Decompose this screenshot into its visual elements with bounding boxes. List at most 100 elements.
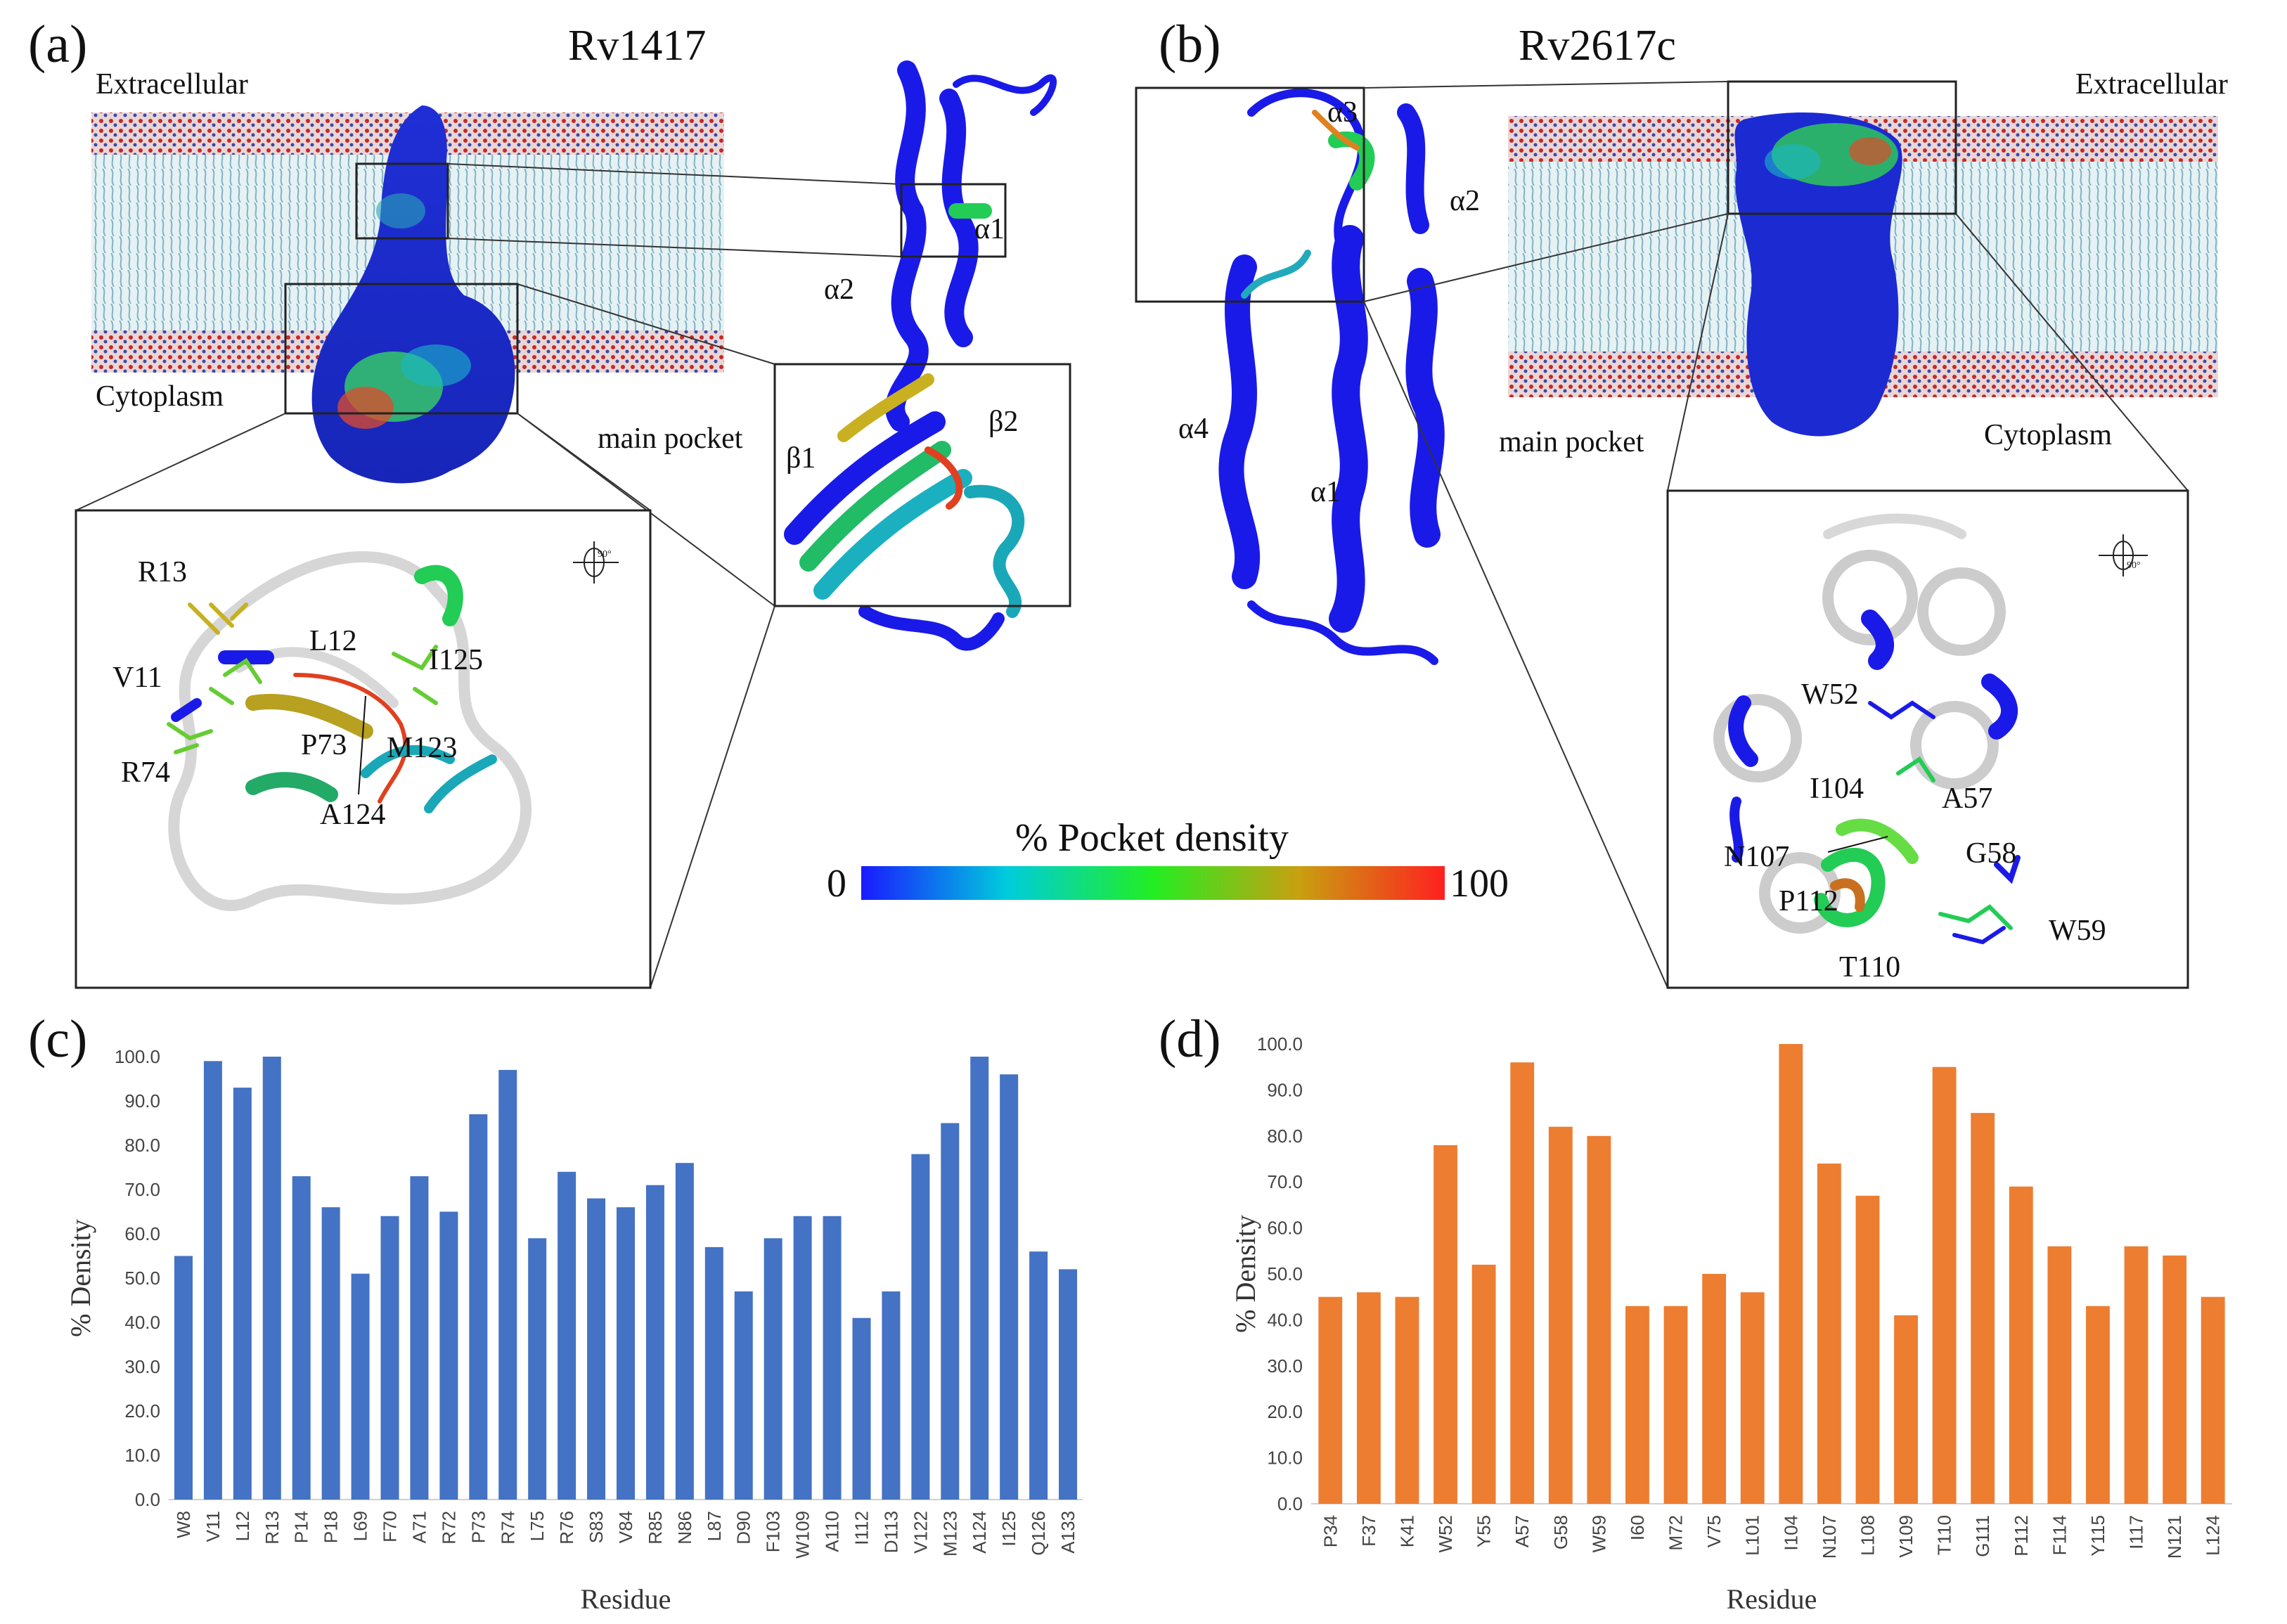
- x-tick-label: I60: [1627, 1515, 1648, 1540]
- bar-chart-c: 0.0 10.0 20.0 30.0 40.0 50.0 60.0 70.0 80.0 90.0 1…: [65, 1046, 1083, 1615]
- bar: [1029, 1251, 1048, 1500]
- bar: [1702, 1274, 1727, 1504]
- x-tick-label: L101: [1742, 1515, 1763, 1556]
- bar: [1548, 1126, 1573, 1504]
- bar: [704, 1246, 723, 1500]
- x-tick-label: S83: [586, 1511, 607, 1543]
- protein-surface-a: [311, 105, 515, 484]
- panel-b-ss-label: α1: [1310, 476, 1341, 508]
- bar: [380, 1216, 399, 1500]
- residue-label-a: V11: [112, 662, 162, 694]
- y-tick-label: 50.0: [124, 1268, 160, 1289]
- x-tick-label: I104: [1780, 1515, 1801, 1551]
- svg-text:90°: 90°: [598, 549, 612, 560]
- bar: [1318, 1296, 1343, 1504]
- bar: [2047, 1246, 2072, 1504]
- y-tick-label: 0.0: [1277, 1493, 1303, 1514]
- bar: [587, 1198, 606, 1500]
- x-tick-label: N121: [2164, 1515, 2185, 1559]
- y-tick-label: 40.0: [1267, 1309, 1303, 1330]
- x-tick-label: L75: [527, 1511, 548, 1541]
- x-tick-label: L108: [1857, 1515, 1878, 1556]
- panel-a-tag: (a): [28, 15, 88, 74]
- bar: [852, 1317, 871, 1500]
- panel-a-ss-label: α1: [974, 213, 1005, 245]
- residue-label-a: L12: [309, 625, 357, 657]
- x-tick-label: V75: [1703, 1515, 1725, 1547]
- panel-b-ss-label: α4: [1178, 413, 1209, 445]
- x-tick-label: D113: [880, 1511, 901, 1553]
- x-tick-label: P34: [1320, 1515, 1341, 1547]
- bar: [439, 1211, 458, 1500]
- panel-b-pocket-label: main pocket: [1499, 426, 1644, 458]
- y-tick-label: 80.0: [1267, 1126, 1303, 1147]
- bar: [1855, 1195, 1880, 1504]
- panel-c-tag: (c): [28, 1010, 88, 1069]
- y-tick-label: 10.0: [1267, 1448, 1303, 1469]
- panel-a-pocket-label: main pocket: [598, 423, 743, 455]
- x-tick-label: Q126: [1028, 1511, 1049, 1556]
- x-tick-label: I125: [998, 1511, 1019, 1547]
- bar: [498, 1069, 517, 1500]
- y-tick-label: 50.0: [1267, 1263, 1303, 1284]
- panel-a-cytoplasm-label: Cytoplasm: [96, 380, 224, 413]
- x-tick-label: N86: [674, 1511, 695, 1545]
- x-tick-label: F103: [763, 1511, 784, 1552]
- x-tick-label: Y115: [2087, 1515, 2108, 1557]
- bar: [292, 1176, 311, 1500]
- y-tick-label: 20.0: [1267, 1401, 1303, 1422]
- x-tick-label: P73: [468, 1511, 489, 1543]
- y-axis-title: % Density: [1230, 1215, 1261, 1333]
- bar: [558, 1171, 576, 1500]
- x-tick-label: D90: [733, 1511, 754, 1545]
- x-tick-label: G111: [1972, 1515, 1993, 1557]
- bar: [528, 1238, 547, 1500]
- residue-label-a: R74: [121, 756, 171, 789]
- bar: [2124, 1246, 2149, 1504]
- residue-label-b: P112: [1779, 885, 1838, 917]
- bar: [823, 1216, 842, 1500]
- y-tick-label: 20.0: [124, 1400, 160, 1422]
- bar: [262, 1057, 281, 1500]
- y-tick-label: 100.0: [1257, 1033, 1303, 1055]
- bar: [2201, 1296, 2225, 1504]
- ribbon-structure-a: [784, 60, 1057, 651]
- x-tick-label: A71: [408, 1511, 430, 1543]
- y-tick-label: 60.0: [1267, 1218, 1303, 1239]
- x-tick-label: T110: [1934, 1515, 1955, 1555]
- x-tick-label: N107: [1819, 1515, 1840, 1559]
- bar: [675, 1163, 694, 1500]
- bar: [203, 1061, 222, 1500]
- x-tick-label: V109: [1895, 1515, 1916, 1558]
- bar: [2163, 1255, 2187, 1504]
- y-tick-label: 60.0: [124, 1223, 160, 1244]
- bar: [1395, 1296, 1419, 1504]
- x-tick-label: I117: [2126, 1515, 2147, 1549]
- bar: [351, 1273, 370, 1500]
- panel-a-illustration: 90°: [75, 60, 1071, 989]
- x-tick-label: P112: [2011, 1515, 2032, 1557]
- panel-b-illustration: 90°: [1135, 80, 2218, 989]
- x-tick-label: W52: [1435, 1515, 1456, 1552]
- bar: [764, 1238, 782, 1500]
- x-tick-label: L12: [232, 1511, 253, 1541]
- rotate-icon-a: 90°: [573, 541, 619, 584]
- bar: [233, 1088, 252, 1500]
- bar: [321, 1207, 340, 1500]
- x-tick-label: R85: [645, 1511, 666, 1545]
- x-tick-label: F114: [2049, 1515, 2070, 1555]
- x-tick-label: W8: [173, 1511, 194, 1538]
- x-tick-label: A57: [1512, 1515, 1533, 1547]
- bar: [911, 1154, 930, 1500]
- x-tick-label: A124: [969, 1511, 990, 1554]
- residue-label-a: M123: [387, 732, 458, 764]
- panel-b-title: Rv2617c: [1519, 22, 1676, 70]
- x-tick-label: A110: [822, 1511, 843, 1552]
- y-tick-label: 100.0: [115, 1046, 160, 1067]
- bar: [1510, 1062, 1535, 1504]
- residue-label-b: G58: [1966, 837, 2017, 870]
- x-tick-label: R76: [556, 1511, 577, 1545]
- y-tick-label: 80.0: [124, 1135, 160, 1156]
- residue-label-a: A124: [320, 799, 386, 831]
- panel-a-extracellular-label: Extracellular: [96, 68, 248, 101]
